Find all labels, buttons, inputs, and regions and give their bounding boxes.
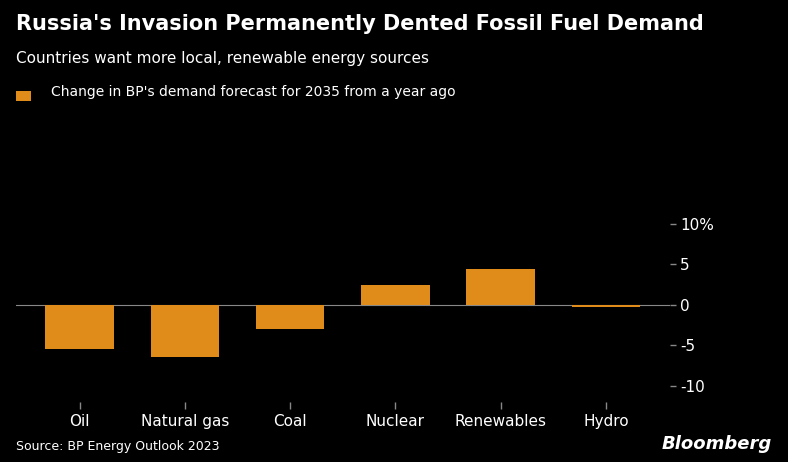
Text: Change in BP's demand forecast for 2035 from a year ago: Change in BP's demand forecast for 2035 … bbox=[51, 85, 455, 99]
Bar bbox=[571, 305, 640, 307]
Bar bbox=[256, 305, 325, 329]
Bar bbox=[46, 305, 114, 349]
Text: Russia's Invasion Permanently Dented Fossil Fuel Demand: Russia's Invasion Permanently Dented Fos… bbox=[16, 14, 704, 34]
Text: Source: BP Energy Outlook 2023: Source: BP Energy Outlook 2023 bbox=[16, 440, 219, 453]
Bar bbox=[361, 285, 429, 305]
Text: Countries want more local, renewable energy sources: Countries want more local, renewable ene… bbox=[16, 51, 429, 66]
Bar bbox=[151, 305, 219, 358]
Bar bbox=[466, 268, 535, 305]
Text: Bloomberg: Bloomberg bbox=[662, 435, 772, 453]
